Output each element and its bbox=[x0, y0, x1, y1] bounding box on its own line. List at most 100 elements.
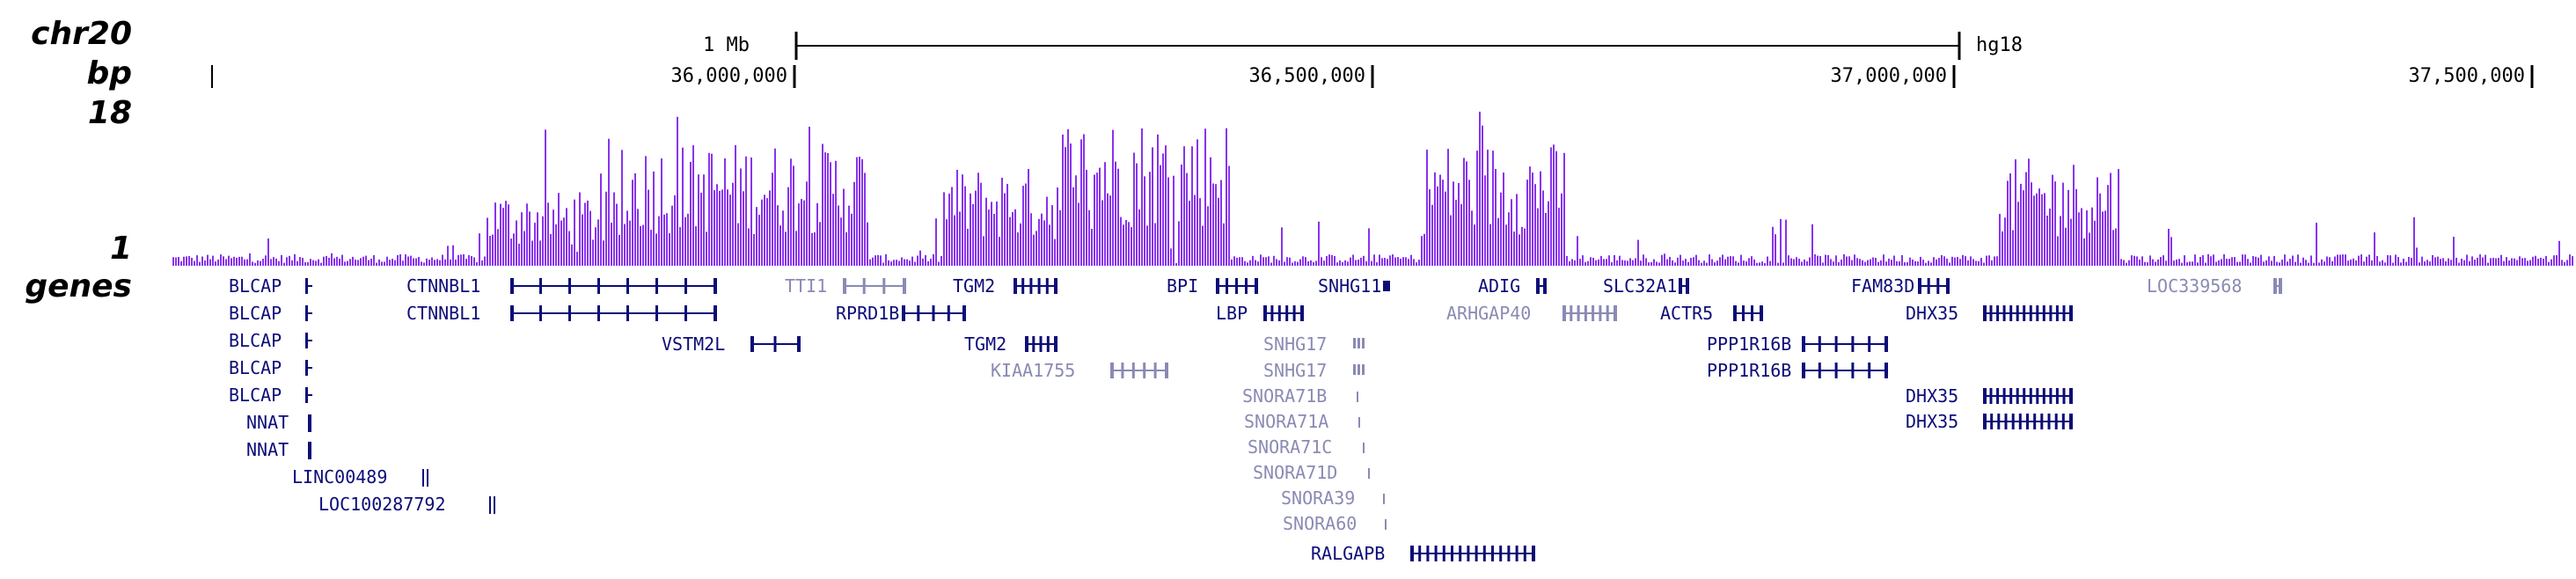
gene-label: SNORA71D bbox=[1253, 462, 1337, 483]
signal-bar bbox=[1983, 262, 1985, 266]
signal-bar bbox=[653, 171, 655, 266]
signal-bar bbox=[1144, 176, 1145, 266]
signal-bar bbox=[714, 190, 715, 266]
gene-exon bbox=[1614, 305, 1617, 321]
signal-bar bbox=[658, 216, 660, 266]
signal-bar bbox=[1532, 172, 1533, 266]
signal-bar bbox=[2432, 254, 2433, 266]
signal-bar bbox=[2424, 261, 2426, 266]
signal-bar bbox=[257, 260, 259, 266]
signal-bar bbox=[2144, 261, 2146, 266]
signal-bar bbox=[1212, 183, 1214, 266]
gene-feature: BLCAP bbox=[229, 330, 312, 351]
signal-bar bbox=[1292, 262, 1293, 266]
signal-bar bbox=[1323, 260, 1325, 266]
gene-feature: BLCAP bbox=[229, 357, 312, 378]
signal-bar bbox=[318, 259, 319, 266]
signal-bar bbox=[526, 203, 528, 266]
signal-bar bbox=[2514, 258, 2515, 266]
signal-bar bbox=[637, 209, 639, 266]
gene-exon bbox=[1459, 546, 1462, 561]
signal-bar bbox=[172, 257, 174, 266]
signal-bar bbox=[2265, 260, 2267, 266]
signal-bar bbox=[930, 259, 932, 266]
signal-bar bbox=[875, 255, 876, 266]
signal-bar bbox=[1352, 254, 1354, 266]
signal-bar bbox=[2400, 262, 2402, 266]
signal-bar bbox=[560, 220, 562, 266]
signal-bar bbox=[1397, 257, 1399, 266]
signal-bar bbox=[1643, 254, 1644, 266]
gene-exon bbox=[1491, 546, 1494, 561]
gene-exon bbox=[1606, 305, 1609, 321]
signal-bar bbox=[2004, 217, 2006, 266]
signal-bar bbox=[684, 216, 686, 266]
signal-bar bbox=[1722, 254, 1723, 266]
gene-label: BLCAP bbox=[229, 385, 282, 406]
gene-label: SNORA71A bbox=[1244, 411, 1328, 432]
signal-bar bbox=[191, 258, 193, 266]
signal-bar bbox=[671, 205, 673, 266]
signal-bar bbox=[1748, 258, 1750, 266]
signal-bar bbox=[2139, 260, 2141, 266]
signal-bar bbox=[708, 152, 710, 266]
signal-bar bbox=[1468, 180, 1470, 266]
signal-bar bbox=[1938, 258, 1940, 266]
signal-bar bbox=[1006, 184, 1008, 266]
signal-bar bbox=[1038, 218, 1040, 266]
signal-bar bbox=[1587, 260, 1589, 266]
gene-label: SNORA60 bbox=[1283, 513, 1357, 534]
gene-exon bbox=[2049, 388, 2053, 404]
gene-structure bbox=[1733, 305, 1763, 321]
signal-bar bbox=[278, 260, 280, 266]
gene-label: FAM83D bbox=[1851, 275, 1914, 297]
signal-bar bbox=[2102, 211, 2104, 266]
signal-bar bbox=[1529, 166, 1531, 266]
gene-structure bbox=[1983, 388, 2073, 404]
gene-label: TGM2 bbox=[964, 333, 1006, 355]
signal-bar bbox=[1519, 234, 1520, 266]
signal-bar bbox=[948, 194, 950, 266]
signal-bar bbox=[2284, 254, 2286, 266]
gene-exon bbox=[1760, 305, 1763, 321]
gene-exon bbox=[1245, 278, 1248, 294]
signal-bar bbox=[283, 262, 285, 266]
signal-bar bbox=[2086, 210, 2088, 266]
signal-bar bbox=[2353, 258, 2354, 266]
signal-bar bbox=[951, 187, 953, 266]
signal-bar bbox=[1262, 257, 1264, 266]
signal-bar bbox=[215, 261, 216, 266]
signal-bar bbox=[993, 214, 995, 266]
signal-bar bbox=[1703, 260, 1705, 266]
gene-exon bbox=[1368, 468, 1370, 479]
signal-bar bbox=[1756, 262, 1758, 266]
signal-bar bbox=[1909, 257, 1911, 266]
signal-bar bbox=[1592, 258, 1594, 266]
signal-bar bbox=[545, 129, 546, 266]
signal-bar bbox=[1505, 224, 1507, 266]
signal-bar bbox=[1154, 223, 1156, 266]
signal-bar bbox=[1521, 226, 1523, 266]
signal-bar bbox=[935, 218, 937, 266]
signal-bar bbox=[1080, 139, 1082, 266]
signal-bar bbox=[814, 232, 816, 266]
signal-bar bbox=[893, 260, 895, 266]
signal-bar bbox=[1094, 174, 1095, 266]
signal-bar bbox=[1843, 253, 1845, 266]
signal-bar bbox=[1365, 260, 1367, 266]
signal-bar bbox=[743, 191, 744, 266]
gene-exon bbox=[1592, 305, 1595, 321]
signal-bar bbox=[2553, 255, 2555, 266]
signal-bar bbox=[2342, 254, 2344, 266]
gene-exon bbox=[1679, 278, 1682, 294]
signal-bar bbox=[347, 260, 348, 266]
signal-bar bbox=[2529, 260, 2531, 266]
signal-bar bbox=[2231, 257, 2233, 266]
signal-bar bbox=[2331, 260, 2333, 266]
signal-bar bbox=[885, 253, 887, 266]
signal-bar bbox=[534, 223, 536, 266]
signal-bar bbox=[1294, 260, 1296, 266]
signal-bar bbox=[2028, 158, 2030, 266]
signal-bar bbox=[2566, 260, 2568, 266]
signal-bar bbox=[426, 258, 428, 266]
